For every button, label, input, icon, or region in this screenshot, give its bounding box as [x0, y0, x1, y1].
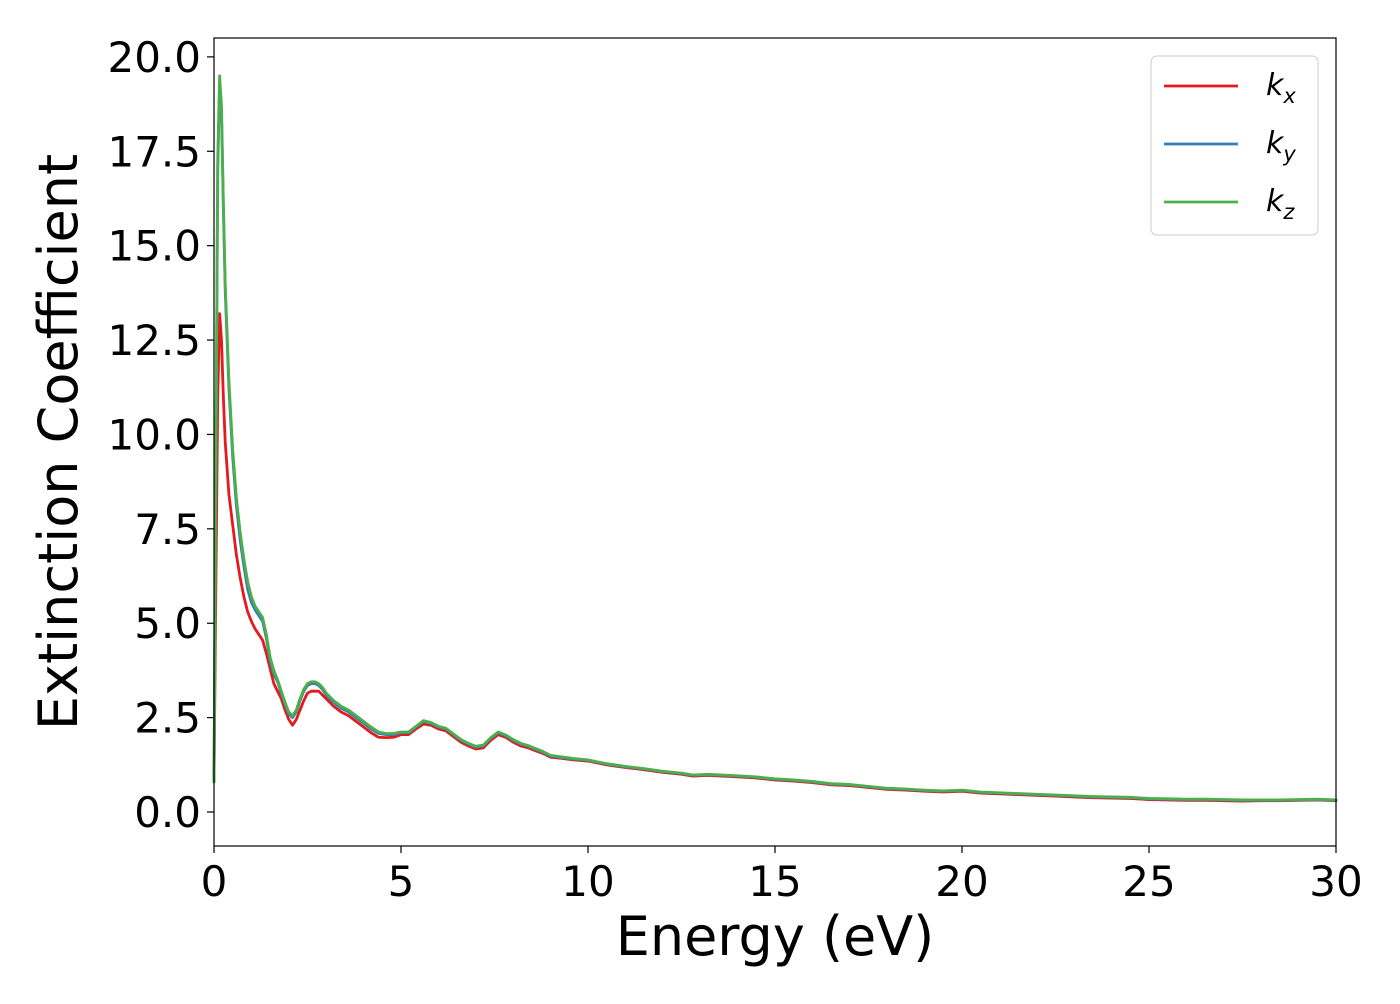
y-tick-label: 10.0: [107, 410, 201, 459]
series-line-k-x: [212, 312, 1338, 803]
y-axis-label: Extinction Coefficient: [27, 154, 90, 730]
y-tick-label: 2.5: [134, 694, 201, 743]
legend-label-k-x: kx: [1266, 68, 1296, 108]
legend-label-k-y: ky: [1266, 126, 1296, 166]
legend-items: kx ky kz: [1164, 68, 1296, 224]
y-tick-label: 0.0: [134, 788, 201, 837]
y-tick-label: 15.0: [107, 222, 201, 271]
x-tick-label: 25: [1122, 857, 1175, 906]
x-tick-label: 5: [388, 857, 415, 906]
x-tick-label: 10: [561, 857, 614, 906]
x-tick-label: 20: [935, 857, 988, 906]
y-tick-label: 20.0: [107, 33, 201, 82]
series-layer: [212, 74, 1338, 803]
x-axis-label: Energy (eV): [616, 905, 935, 968]
x-tick-label: 0: [201, 857, 228, 906]
x-tick-label: 30: [1309, 857, 1362, 906]
series-line-k-z: [212, 74, 1338, 802]
x-tick-label: 15: [748, 857, 801, 906]
legend: kx ky kz: [1150, 55, 1319, 236]
y-axis-ticks: 0.0 2.5 5.0 7.5 10.0 12.5 15.0 17.5 20.0: [107, 33, 214, 837]
x-axis-ticks: 0 5 10 15 20 25 30: [201, 846, 1363, 906]
legend-label-k-z: kz: [1266, 184, 1295, 224]
y-tick-label: 7.5: [134, 505, 201, 554]
y-tick-label: 17.5: [107, 127, 201, 176]
y-tick-label: 5.0: [134, 599, 201, 648]
legend-box: [1150, 55, 1319, 236]
y-tick-label: 12.5: [107, 316, 201, 365]
